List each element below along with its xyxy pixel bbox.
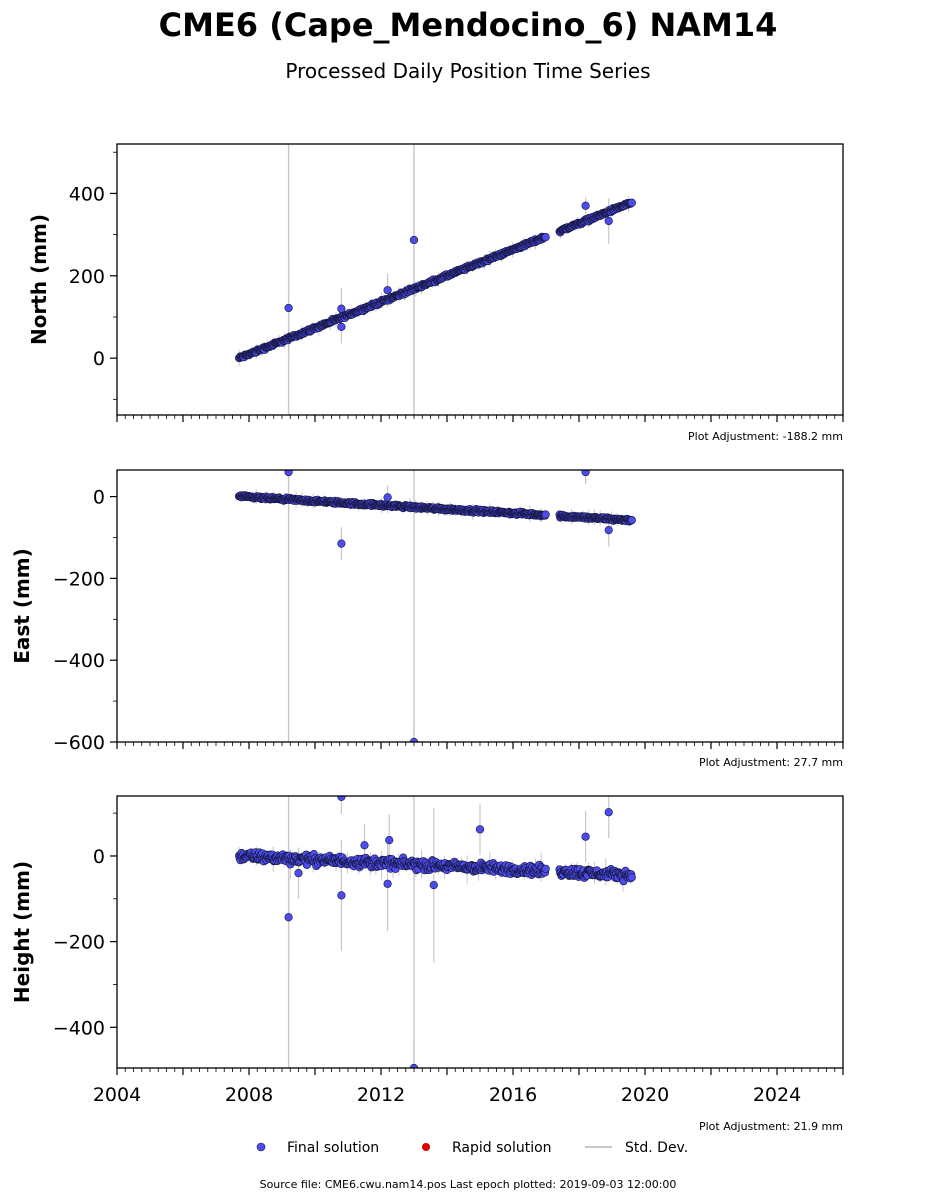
data-point <box>604 216 613 226</box>
x-tick-label: 2004 <box>93 1084 141 1106</box>
data-point <box>604 526 613 535</box>
data-point <box>337 322 346 331</box>
data-point <box>337 304 346 313</box>
x-tick-label: 2008 <box>225 1084 273 1106</box>
data-point <box>475 825 485 834</box>
chart-title: CME6 (Cape_Mendocino_6) NAM14 <box>159 6 778 44</box>
data-point <box>294 869 303 878</box>
plot-frame <box>116 143 844 416</box>
chart-subtitle: Processed Daily Position Time Series <box>285 59 650 83</box>
data-point <box>383 493 392 502</box>
panel-2: 0 −200 −400 −600 East (mm) Plot Adjustment: 2… <box>10 469 844 769</box>
y-tick-label: −200 <box>53 568 105 590</box>
data-point <box>627 198 636 207</box>
y-tick-label: −200 <box>53 932 105 954</box>
legend-stddev-label: Std. Dev. <box>625 1140 688 1156</box>
y-tick-label: 200 <box>69 266 105 288</box>
x-tick-label: 2016 <box>489 1084 537 1106</box>
legend-rapid-marker <box>422 1143 430 1151</box>
data-point <box>581 832 590 841</box>
data-point <box>284 913 293 922</box>
data-point <box>581 201 590 210</box>
y-tick-label: 400 <box>69 183 105 205</box>
y-axis-label: Height (mm) <box>10 861 34 1003</box>
y-axis-label: North (mm) <box>27 214 51 345</box>
data-point <box>541 510 550 519</box>
plot-area <box>235 144 636 415</box>
data-point <box>360 841 369 850</box>
plot-adjustment: Plot Adjustment: 27.7 mm <box>699 756 843 769</box>
data-point <box>627 516 636 525</box>
plot-adjustment: Plot Adjustment: -188.2 mm <box>688 430 843 443</box>
data-point <box>409 737 419 742</box>
data-point <box>284 303 293 313</box>
legend-rapid-label: Rapid solution <box>452 1140 552 1156</box>
y-tick-label: −400 <box>53 650 105 672</box>
plot-area <box>235 796 636 1068</box>
x-tick-label: 2012 <box>357 1084 405 1106</box>
x-tick-label: 2024 <box>753 1084 801 1106</box>
data-point <box>541 864 550 873</box>
y-tick-label: 0 <box>93 348 105 370</box>
panel-1: 0 200 400 North (mm) Plot Adjustment: -188.2… <box>27 143 844 443</box>
x-tick-label: 2020 <box>621 1084 669 1106</box>
y-tick-label: −600 <box>53 732 105 754</box>
data-point <box>541 232 550 242</box>
source-footer: Source file: CME6.cwu.nam14.pos Last epo… <box>260 1178 677 1191</box>
data-point <box>581 470 590 477</box>
data-point <box>337 796 346 801</box>
plot-adjustment: Plot Adjustment: 21.9 mm <box>699 1120 843 1133</box>
data-point <box>337 539 346 548</box>
plot-area <box>235 470 636 742</box>
y-tick-label: 0 <box>93 846 105 868</box>
data-point <box>627 873 636 882</box>
legend: Final solution Rapid solution Std. Dev. <box>256 1140 688 1156</box>
panel-3: 0 −200 −400 2004 2008 2012 2016 2020 2024 Height … <box>10 795 844 1133</box>
data-point <box>383 286 392 295</box>
y-tick-label: −400 <box>53 1017 105 1039</box>
data-point <box>429 880 438 890</box>
data-point <box>383 879 392 888</box>
data-point <box>284 470 293 477</box>
y-axis-label: East (mm) <box>10 548 34 664</box>
y-tick-label: 0 <box>93 487 105 509</box>
data-point <box>385 836 394 845</box>
legend-final-marker <box>256 1142 266 1152</box>
data-point <box>604 808 613 817</box>
data-point <box>337 891 346 900</box>
data-point <box>409 235 419 245</box>
legend-final-label: Final solution <box>287 1140 379 1156</box>
